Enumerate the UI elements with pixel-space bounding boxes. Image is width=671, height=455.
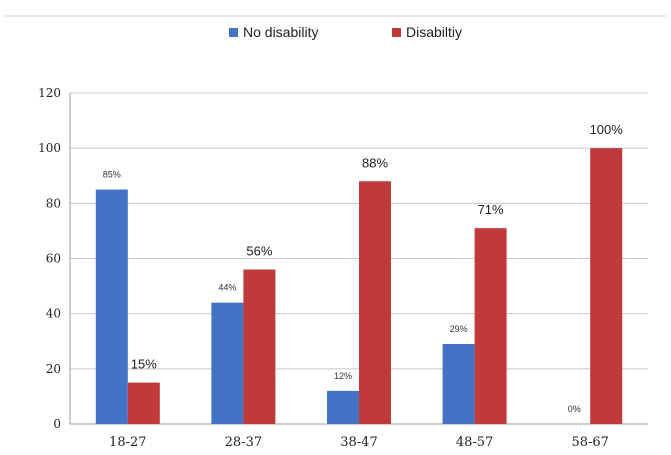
bars	[95, 148, 623, 424]
x-axis: 18-27 28-37 38-47 48-57 58-67	[109, 435, 609, 450]
y-tick-label: 0	[53, 417, 61, 431]
legend-label: Disabiltiy	[406, 24, 462, 40]
bar-disability	[590, 148, 623, 424]
legend-label: No disability	[243, 24, 318, 40]
y-axis: 0 20 40 60 80 100 120	[38, 86, 71, 431]
y-tick-label: 20	[46, 362, 61, 376]
data-label: 15%	[131, 357, 157, 372]
x-tick-label: 28-37	[225, 435, 262, 450]
y-tick-label: 80	[46, 196, 61, 210]
bar-no-disability	[95, 189, 128, 424]
data-labels: 85% 15% 44% 56% 12% 88% 29% 71% 0% 100%	[103, 122, 623, 414]
y-tick-label: 40	[46, 307, 61, 321]
data-label: 29%	[450, 324, 468, 334]
y-tick-label: 60	[46, 252, 61, 266]
x-tick-label: 48-57	[456, 435, 493, 450]
bar-disability	[127, 382, 160, 424]
legend-swatch	[392, 28, 401, 37]
data-label: 85%	[103, 170, 121, 180]
legend-swatch	[229, 28, 238, 37]
bar-disability	[474, 228, 507, 424]
data-label: 44%	[218, 283, 236, 293]
y-tick-label: 100	[38, 141, 61, 155]
x-tick-label: 18-27	[109, 435, 146, 450]
x-tick-label: 38-47	[340, 435, 377, 450]
legend: No disability Disabiltiy	[229, 24, 462, 40]
bar-disability	[359, 181, 391, 424]
data-label: 71%	[478, 202, 504, 217]
bar-no-disability	[211, 302, 244, 424]
y-tick-label: 120	[38, 86, 61, 100]
bar-disability	[243, 269, 276, 424]
data-label: 88%	[362, 155, 388, 170]
bar-no-disability	[442, 344, 475, 424]
bar-no-disability	[327, 390, 359, 424]
data-label: 100%	[590, 122, 624, 137]
data-label: 56%	[246, 244, 272, 259]
x-tick-label: 58-67	[571, 435, 608, 450]
data-label: 0%	[568, 404, 581, 414]
data-label: 12%	[334, 371, 352, 381]
